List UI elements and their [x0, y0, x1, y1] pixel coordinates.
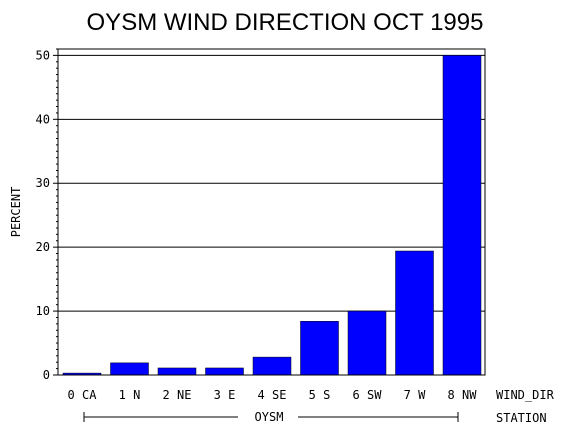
- y-tick-label: 20: [36, 240, 50, 254]
- bar: [205, 367, 244, 376]
- x-tick-label: 5 S: [309, 388, 331, 402]
- x-axis-label: WIND_DIR: [496, 388, 555, 402]
- x-tick-label: 8 NW: [448, 388, 478, 402]
- x-tick-label: 1 N: [119, 388, 141, 402]
- station-group-label: OYSM: [255, 410, 284, 424]
- chart-title: OYSM WIND DIRECTION OCT 1995: [87, 9, 484, 36]
- plot-frame: [57, 48, 486, 376]
- x-tick-label: 2 NE: [163, 388, 192, 402]
- bar: [442, 55, 482, 376]
- bar: [300, 321, 339, 376]
- y-tick-label: 50: [36, 48, 50, 62]
- x-tick-label: 6 SW: [353, 388, 383, 402]
- x-tick-label: 3 E: [214, 388, 236, 402]
- bar: [110, 362, 149, 376]
- bars: [62, 55, 482, 376]
- bar: [395, 250, 434, 376]
- x-tick-label: 7 W: [404, 388, 426, 402]
- bar: [157, 367, 197, 376]
- y-tick-label: 10: [36, 304, 50, 318]
- x-axis: 0 CA 1 N 2 NE 3 E 4 SE 5 S 6 SW 7 W 8 NW: [68, 388, 478, 402]
- y-tick-label: 40: [36, 112, 50, 126]
- y-axis: 0 10 20 30 40 50: [36, 48, 58, 382]
- x-tick-label: 4 SE: [258, 388, 287, 402]
- x-tick-label: 0 CA: [68, 388, 98, 402]
- y-tick-label: 30: [36, 176, 50, 190]
- station-group: OYSM: [83, 410, 459, 424]
- y-tick-label: 0: [43, 368, 50, 382]
- bar: [252, 356, 292, 376]
- y-axis-label: PERCENT: [9, 187, 23, 238]
- station-axis-label: STATION: [496, 411, 547, 425]
- bar: [347, 310, 387, 376]
